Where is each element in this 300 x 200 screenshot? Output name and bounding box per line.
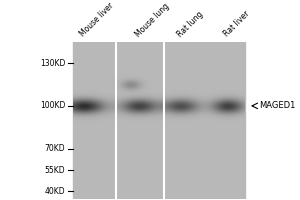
Text: Mouse lung: Mouse lung — [134, 1, 171, 39]
Text: Rat lung: Rat lung — [175, 10, 204, 39]
Text: 55KD: 55KD — [44, 166, 65, 175]
Text: 70KD: 70KD — [44, 144, 65, 153]
Text: 100KD: 100KD — [40, 101, 65, 110]
Bar — [74, 42, 245, 199]
Text: Rat liver: Rat liver — [222, 10, 251, 39]
Text: Mouse liver: Mouse liver — [78, 1, 116, 39]
Text: MAGED1: MAGED1 — [259, 101, 296, 110]
Text: 40KD: 40KD — [44, 187, 65, 196]
Text: 130KD: 130KD — [40, 59, 65, 68]
